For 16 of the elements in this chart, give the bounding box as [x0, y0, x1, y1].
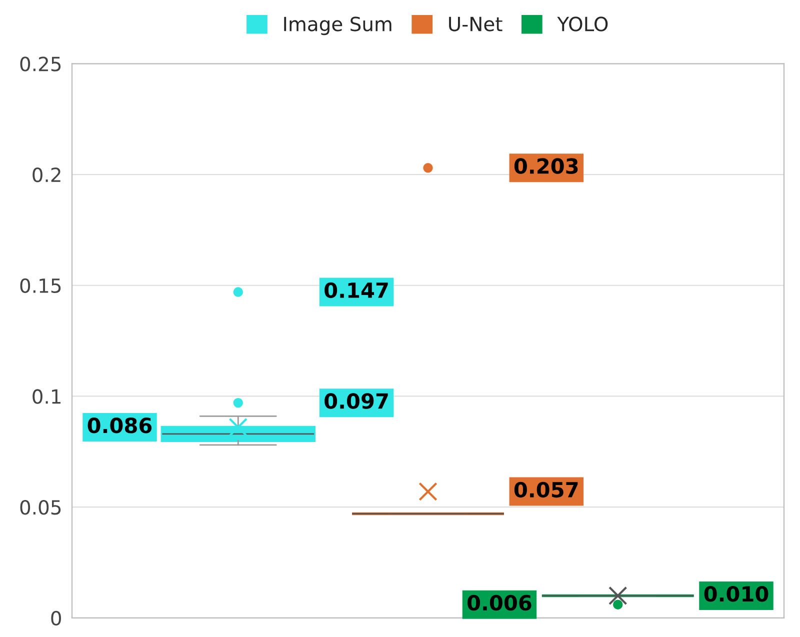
y-tick-label: 0.1: [32, 389, 60, 404]
annotation: 0.203: [514, 158, 578, 174]
y-tick-label: 0.2: [32, 167, 60, 182]
y-tick-label: 0.05: [20, 500, 61, 515]
annotation: 0.006: [468, 594, 532, 611]
annotation: 0.097: [324, 393, 388, 409]
annotation: 0.057: [514, 482, 578, 498]
y-tick-label: 0.15: [20, 278, 61, 294]
legend-label: U-Net: [449, 16, 502, 32]
y-tick-label: 0: [51, 610, 61, 626]
annotation: 0.010: [704, 586, 768, 602]
legend-label: Image Sum: [284, 16, 392, 36]
y-tick-label: 0.25: [20, 56, 61, 72]
legend-label: YOLO: [557, 16, 608, 32]
annotation: 0.147: [324, 282, 388, 298]
annotation: 0.086: [88, 418, 152, 434]
